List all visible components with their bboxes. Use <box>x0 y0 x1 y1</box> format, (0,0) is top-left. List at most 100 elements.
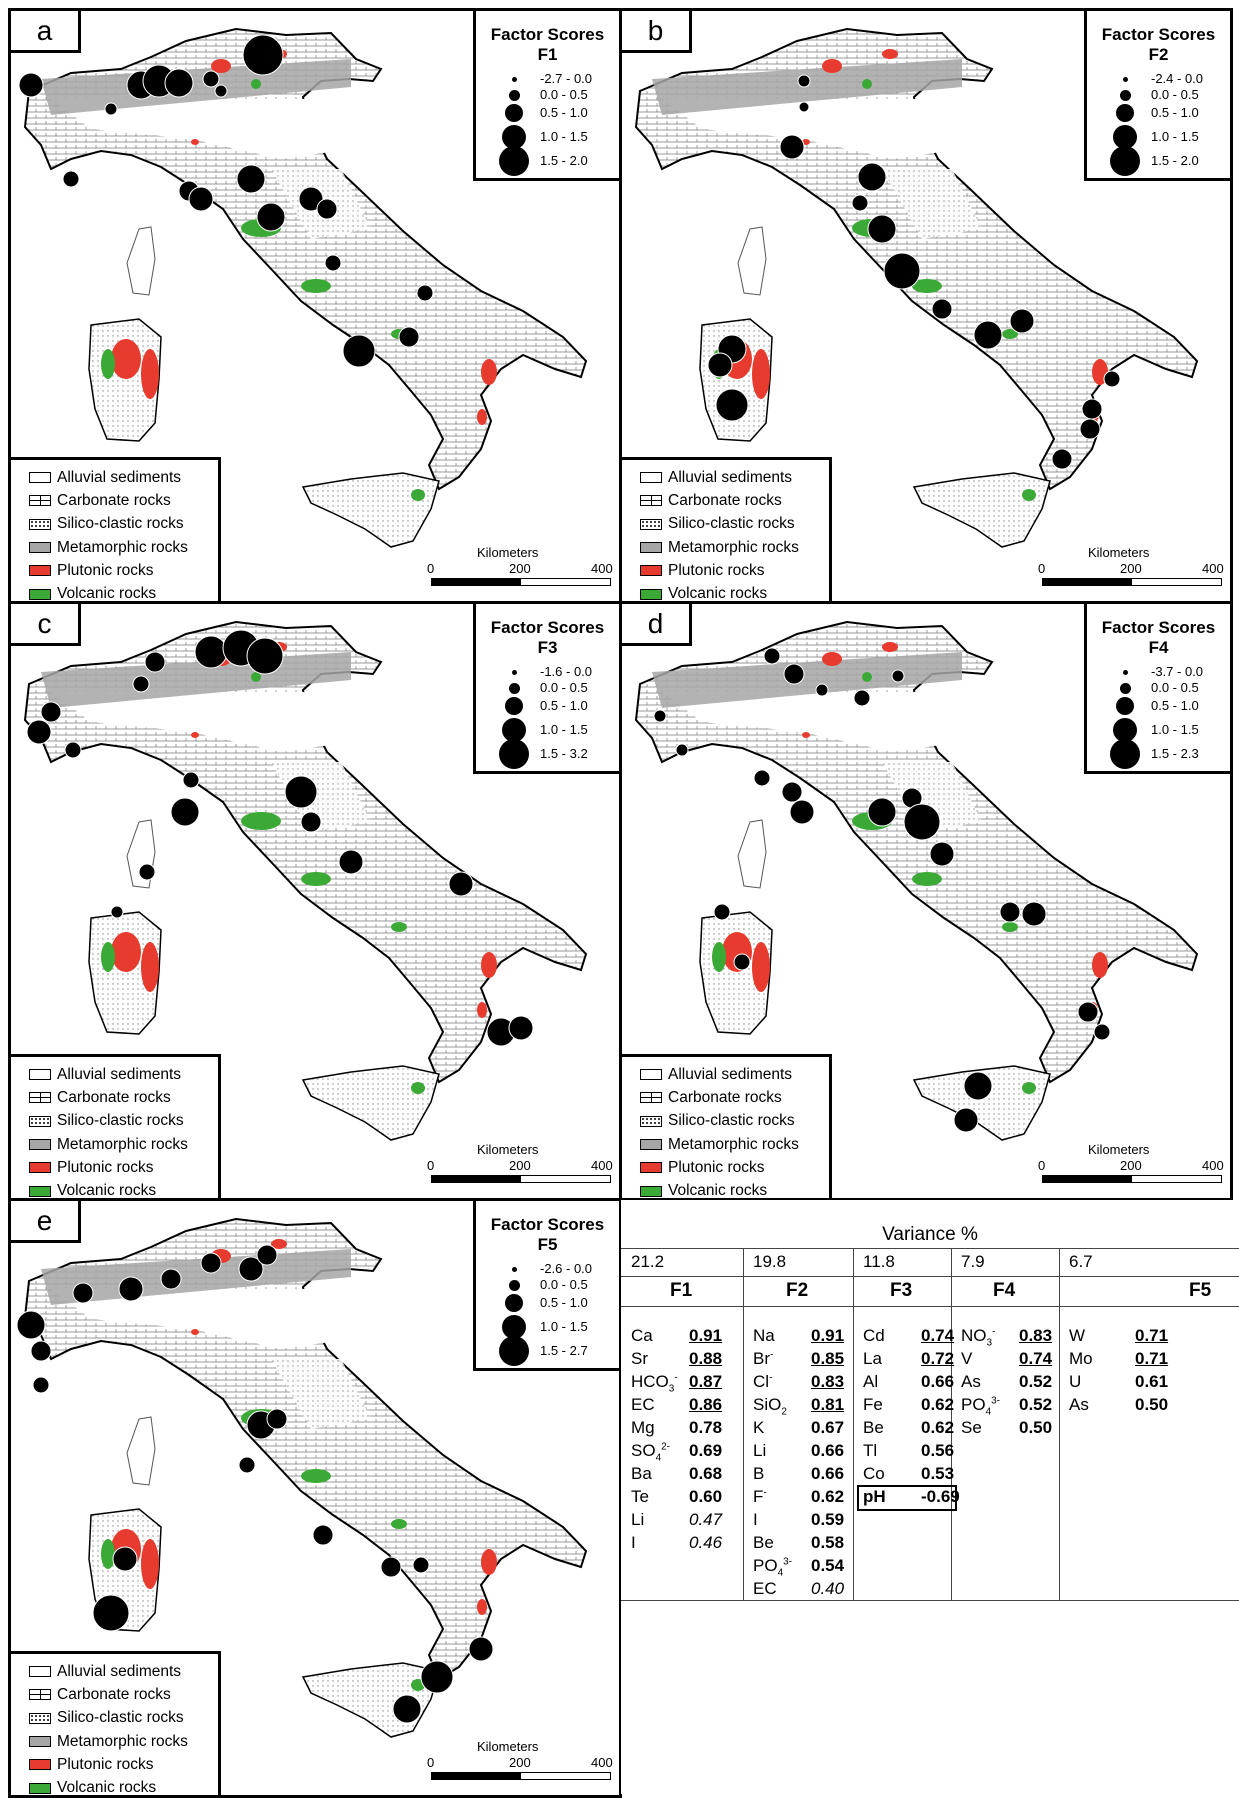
score-class: 0.0 - 0.5 <box>476 1277 619 1297</box>
factor-header: F2 <box>786 1280 809 1301</box>
swatch-icon <box>29 1185 51 1197</box>
mainland-outline <box>23 620 588 1084</box>
legend-item: Metamorphic rocks <box>29 536 218 559</box>
element-superscript: 3- <box>783 1556 793 1568</box>
score-circle <box>110 905 124 919</box>
score-circle <box>763 647 781 665</box>
plutonic-area <box>882 642 898 652</box>
corsica-outline <box>126 226 156 296</box>
score-circle <box>798 101 810 113</box>
italy-map <box>23 620 588 1141</box>
score-circle-icon <box>505 1294 523 1312</box>
legend-item: Silico-clastic rocks <box>29 1707 218 1730</box>
score-circle <box>316 198 338 220</box>
element-symbol: I <box>753 1510 758 1529</box>
element-label: pH <box>863 1487 886 1507</box>
element-label: Be <box>753 1533 774 1553</box>
legend-label: Plutonic rocks <box>668 561 765 579</box>
legend-factor: F3 <box>537 638 558 657</box>
score-circle <box>202 70 220 88</box>
score-circle-icon <box>502 718 526 742</box>
element-label: F- <box>753 1487 767 1507</box>
score-class: 1.5 - 2.3 <box>1087 739 1230 769</box>
legend-label: Carbonate rocks <box>57 1088 171 1106</box>
legend-label: Plutonic rocks <box>57 1755 154 1773</box>
legend-factor: F5 <box>537 1235 558 1254</box>
element-symbol: Sr <box>631 1349 648 1368</box>
rock-type-legend: Alluvial sediments Carbonate rocks Silico-… <box>622 457 832 601</box>
element-symbol: pH <box>863 1487 886 1506</box>
legend-label: Plutonic rocks <box>668 1158 765 1176</box>
factor-loadings-table: Variance % 21.2 F1 Ca 0.91 Sr 0.88 HCO3- 0.87 EC… <box>621 1200 1239 1794</box>
score-circle <box>781 781 803 803</box>
swatch-icon <box>29 542 51 554</box>
score-circle <box>1093 1023 1111 1041</box>
score-circle-icon <box>1113 718 1137 742</box>
score-class-label: 0.0 - 0.5 <box>1151 87 1199 102</box>
swatch-icon <box>29 1139 51 1151</box>
score-class-label: 0.0 - 0.5 <box>1151 680 1199 695</box>
volcanic-area <box>101 349 115 379</box>
legend-label: Silico-clastic rocks <box>57 1112 184 1130</box>
legend-label: Volcanic rocks <box>57 1182 157 1200</box>
italy-map <box>634 620 1199 1141</box>
score-class: -2.4 - 0.0 <box>1087 71 1230 91</box>
loading-value: 0.54 <box>811 1556 845 1575</box>
element-symbol: Mo <box>1069 1349 1093 1368</box>
legend-label: Alluvial sediments <box>668 468 793 486</box>
map-panel-b: b Factor Scores F2 -2.4 - 0.0 0.0 - 0.5 0.5 … <box>619 8 1233 604</box>
plutonic-area <box>141 942 159 992</box>
legend-label: Alluvial sediments <box>57 1065 182 1083</box>
legend-item: Plutonic rocks <box>29 1156 218 1179</box>
legend-label: Volcanic rocks <box>57 585 157 603</box>
map-geometry <box>16 1217 588 1738</box>
corsica-outline <box>737 226 767 296</box>
legend-item: Carbonate rocks <box>29 1086 218 1109</box>
map-panel-d: d Factor Scores F4 -3.7 - 0.0 0.0 - 0.5 0.5 … <box>619 601 1233 1201</box>
score-circle <box>104 102 118 116</box>
volcanic-area <box>301 279 331 293</box>
element-label: SO42- <box>631 1441 670 1463</box>
scale-tick: 400 <box>591 1755 613 1770</box>
plutonic-area <box>882 49 898 59</box>
score-circle <box>713 903 731 921</box>
loading-value: 0.66 <box>811 1464 845 1483</box>
swatch-icon <box>29 1115 51 1127</box>
legend-label: Plutonic rocks <box>57 561 154 579</box>
score-circle-icon <box>505 104 523 122</box>
legend-factor: F4 <box>1148 638 1169 657</box>
element-label: Ba <box>631 1464 652 1484</box>
rock-type-legend: Alluvial sediments Carbonate rocks Silico-… <box>622 1054 832 1198</box>
legend-label: Carbonate rocks <box>668 491 782 509</box>
loading-value: 0.91 <box>689 1326 723 1345</box>
score-circle <box>953 1107 979 1133</box>
element-symbol: Mg <box>631 1418 655 1437</box>
element-symbol: Te <box>631 1487 649 1506</box>
element-symbol: I <box>631 1533 636 1552</box>
score-class-label: 0.0 - 0.5 <box>540 1277 588 1292</box>
element-label: Li <box>753 1441 766 1461</box>
plutonic-area <box>1092 952 1108 978</box>
swatch-icon <box>29 1162 51 1174</box>
score-circle <box>448 871 474 897</box>
score-circle <box>214 84 228 98</box>
swatch-icon <box>29 1782 51 1794</box>
element-subscript: 2 <box>781 1406 787 1418</box>
score-circle-icon <box>502 1315 526 1339</box>
swatch-icon <box>640 1069 662 1081</box>
score-circle <box>242 34 284 76</box>
legend-label: Alluvial sediments <box>668 1065 793 1083</box>
element-symbol: EC <box>753 1579 777 1598</box>
score-class: 0.0 - 0.5 <box>1087 680 1230 700</box>
legend-label: Silico-clastic rocks <box>668 515 795 533</box>
volcanic-area <box>862 672 872 682</box>
score-circle <box>1051 448 1073 470</box>
legend-item: Alluvial sediments <box>640 1063 829 1086</box>
column-divider <box>1059 1248 1060 1600</box>
rule <box>621 1276 1239 1277</box>
swatch-icon <box>640 1185 662 1197</box>
element-symbol: Fe <box>863 1395 883 1414</box>
scale-bar-graphic <box>431 578 611 586</box>
element-label: Sr <box>631 1349 648 1369</box>
element-symbol: K <box>753 1418 765 1437</box>
